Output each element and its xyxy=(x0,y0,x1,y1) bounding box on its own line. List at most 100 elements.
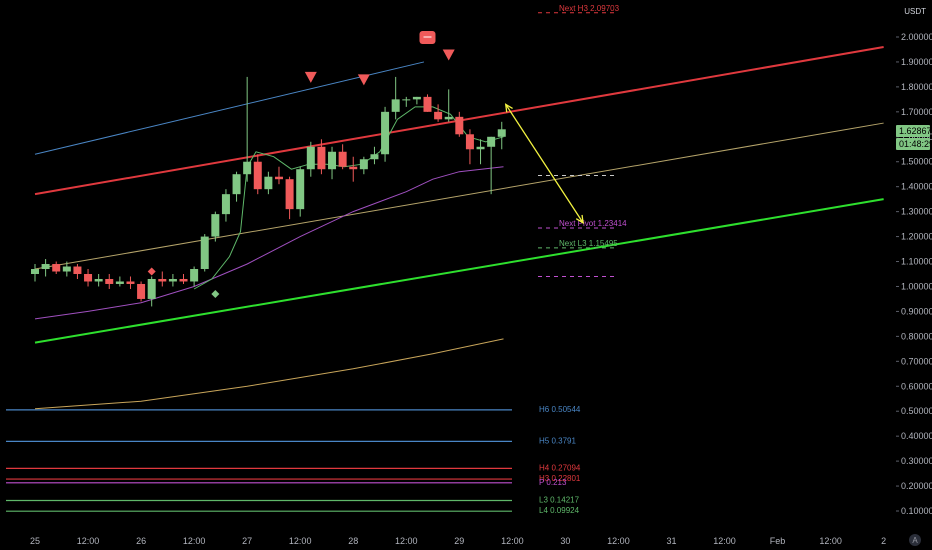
x-tick-label: 12:00 xyxy=(395,536,418,546)
x-tick-label: 12:00 xyxy=(77,536,100,546)
candle-up xyxy=(370,154,379,160)
y-tick-label: 0.90000 xyxy=(901,306,932,316)
y-tick-label: 0.50000 xyxy=(901,406,932,416)
y-tick-label: 1.50000 xyxy=(901,157,932,167)
x-tick-label: 12:00 xyxy=(713,536,736,546)
candle-up xyxy=(221,194,230,215)
candle-up xyxy=(94,278,103,282)
pivot-label: H4 0.27094 xyxy=(539,463,581,472)
auto-scale-button[interactable]: A xyxy=(909,534,921,546)
candle-down xyxy=(274,176,283,180)
y-tick-label: 1.10000 xyxy=(901,257,932,267)
y-tick-label: 1.80000 xyxy=(901,82,932,92)
candle-down xyxy=(423,96,432,112)
time-axis[interactable]: 25 12:00 26 12:00 27 12:00 28 12:00 29 12:00 30 12:… xyxy=(30,536,886,546)
x-tick-label: 12:00 xyxy=(607,536,630,546)
candle-up xyxy=(497,129,506,137)
y-tick-label: 0.80000 xyxy=(901,331,932,341)
y-tick-label: 1.40000 xyxy=(901,182,932,192)
channel-bottom-line xyxy=(34,198,884,344)
candle-up xyxy=(62,266,71,272)
candle-up xyxy=(211,214,220,237)
candle-down xyxy=(285,179,294,210)
candle-down xyxy=(105,278,114,284)
forecast-arrow-tail xyxy=(504,103,513,113)
x-tick-label: 31 xyxy=(666,536,676,546)
y-tick-label: 1.90000 xyxy=(901,57,932,67)
auto-scale-icon: A xyxy=(912,536,918,545)
candle-down xyxy=(158,278,167,282)
x-tick-label: 27 xyxy=(242,536,252,546)
y-tick-label: 0.30000 xyxy=(901,456,932,466)
candle-down xyxy=(253,161,262,190)
candle-up xyxy=(232,174,241,195)
sell-signal-marker xyxy=(357,74,370,86)
next-pivot-levels: Next H3 2.09703 Next Pivot 1.23414 Next L3… xyxy=(538,4,627,277)
candle-up xyxy=(359,159,368,170)
x-tick-label: 12:00 xyxy=(289,536,312,546)
ma-slow-line xyxy=(34,338,504,410)
pivot-label: L4 0.09924 xyxy=(539,506,580,515)
candle-down xyxy=(349,166,358,170)
candle-down xyxy=(338,151,347,167)
pivot-label: H5 0.3791 xyxy=(539,436,576,445)
candle-up xyxy=(476,146,485,150)
candle-down xyxy=(455,116,464,135)
candle-up xyxy=(200,236,209,270)
x-tick-label: 26 xyxy=(136,536,146,546)
ma-mid-line xyxy=(34,166,504,320)
candle-up xyxy=(444,116,453,120)
candle-up xyxy=(168,278,177,282)
x-tick-label: 30 xyxy=(560,536,570,546)
pivot-label: H6 0.50544 xyxy=(539,405,581,414)
next-level-label: Next Pivot 1.23414 xyxy=(559,219,627,228)
channel-outer-line xyxy=(34,61,425,155)
candle-up xyxy=(306,146,315,170)
last-price-value: 1.62867 xyxy=(899,126,932,136)
sell-signal-marker xyxy=(442,49,455,61)
candle-up xyxy=(328,151,337,170)
candle-up xyxy=(296,169,305,210)
x-tick-label: 12:00 xyxy=(183,536,206,546)
y-tick-label: 1.30000 xyxy=(901,207,932,217)
candle-down xyxy=(465,134,474,150)
next-level-label: Next L3 1.15495 xyxy=(559,239,618,248)
signal-diamond-marker xyxy=(211,289,220,298)
candle-up xyxy=(243,161,252,175)
candle-up xyxy=(487,136,496,147)
candle-down xyxy=(317,146,326,170)
x-tick-label: 28 xyxy=(348,536,358,546)
forecast-arrow xyxy=(504,103,584,225)
candle-up xyxy=(381,111,390,155)
y-tick-label: 0.40000 xyxy=(901,431,932,441)
candle-up xyxy=(31,269,39,274)
x-tick-label: 12:00 xyxy=(501,536,524,546)
signal-diamond-marker xyxy=(147,267,156,276)
y-tick-label: 2.00000 xyxy=(901,32,932,42)
y-tick-label: 0.20000 xyxy=(901,481,932,491)
signal-markers xyxy=(147,31,455,298)
price-axis[interactable]: USDT 2.000001.900001.800001.700001.60000… xyxy=(896,7,932,516)
pivot-label: H3 0.22801 xyxy=(539,474,581,483)
candle-up xyxy=(402,99,411,101)
y-tick-label: 1.20000 xyxy=(901,232,932,242)
candle-up xyxy=(41,264,50,270)
countdown-value: 01:48:29 xyxy=(899,139,932,149)
last-price-label: 1.62867 01:48:29 xyxy=(896,125,932,150)
forecast-arrow-shaft xyxy=(505,104,584,224)
candle-up xyxy=(190,269,199,282)
x-tick-label: Feb xyxy=(770,536,786,546)
currency-label: USDT xyxy=(904,7,926,16)
candle-down xyxy=(434,111,443,120)
pivot-levels: H6 0.50544 H5 0.3791 H4 0.27094 H3 0.22801P… xyxy=(6,405,581,515)
candle-up xyxy=(147,278,156,299)
candle-down xyxy=(137,283,146,299)
y-tick-label: 0.10000 xyxy=(901,506,932,516)
candles xyxy=(31,76,506,307)
pivot-label: L3 0.14217 xyxy=(539,495,580,504)
y-tick-label: 0.60000 xyxy=(901,381,932,391)
sell-signal-marker xyxy=(304,71,317,83)
forecast-arrow-head xyxy=(575,214,584,225)
